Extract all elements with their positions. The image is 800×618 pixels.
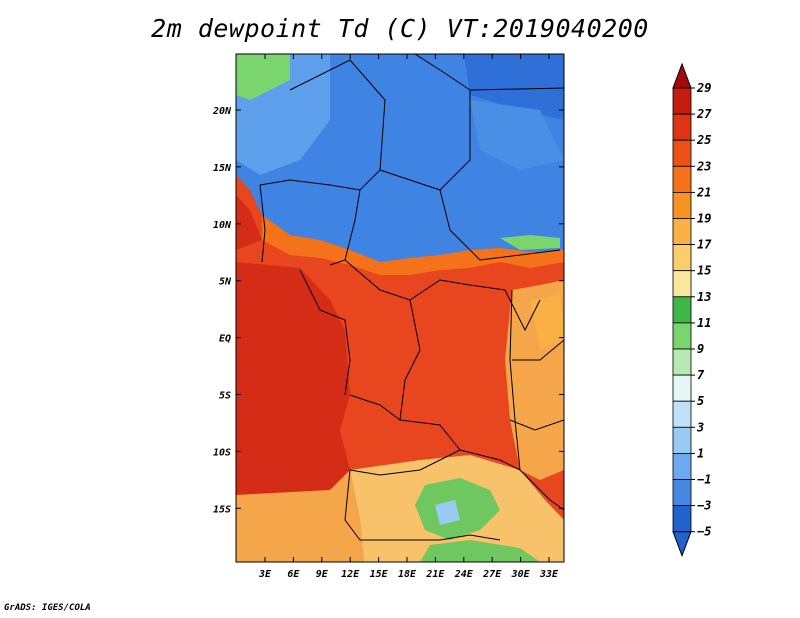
colorbar-swatch bbox=[672, 452, 692, 480]
colorbar-label: 3 bbox=[696, 420, 704, 434]
lat-label: 5S bbox=[219, 391, 231, 402]
colorbar-label: 27 bbox=[696, 107, 712, 121]
colorbar-label: 17 bbox=[697, 238, 712, 252]
colorbar-label: 5 bbox=[697, 394, 704, 408]
lat-label: 15S bbox=[213, 504, 231, 515]
lon-label: 27E bbox=[482, 569, 502, 580]
colorbar-swatch bbox=[672, 139, 692, 167]
lat-label: EQ bbox=[219, 334, 231, 345]
colorbar-swatch bbox=[672, 505, 692, 533]
colorbar-swatch bbox=[672, 322, 692, 350]
colorbar-label: 7 bbox=[697, 368, 705, 382]
very-moist-coastal-zone bbox=[236, 262, 350, 495]
colorbar-label: 9 bbox=[697, 342, 704, 356]
colorbar-label: −3 bbox=[697, 499, 711, 513]
lat-label: 5N bbox=[219, 277, 232, 288]
colorbar-label: 21 bbox=[696, 185, 711, 199]
south-green-zone bbox=[415, 478, 500, 540]
colorbar-top-arrow bbox=[672, 62, 692, 89]
colorbar-bottom-arrow bbox=[672, 531, 692, 558]
longitude-axis: 3E 6E 9E 12E 15E 18E 21E 24E 27E 30E 33E bbox=[258, 54, 559, 580]
lon-label: 9E bbox=[316, 569, 329, 580]
lon-label: 24E bbox=[454, 569, 474, 580]
colorbar-label: 11 bbox=[697, 316, 711, 330]
colorbar-swatch bbox=[672, 400, 692, 428]
colorbar-swatch bbox=[672, 374, 692, 402]
lon-label: 3E bbox=[258, 569, 272, 580]
colorbar-swatch bbox=[672, 479, 692, 507]
colorbar-label: 23 bbox=[696, 159, 711, 173]
colorbar-label: 25 bbox=[696, 133, 711, 147]
colorbar-swatch bbox=[672, 191, 692, 219]
colorbar-swatch bbox=[672, 296, 692, 324]
colorbar-label: 1 bbox=[697, 446, 704, 460]
country-borders bbox=[259, 54, 564, 541]
map-frame bbox=[235, 53, 565, 563]
colorbar-label: 19 bbox=[697, 212, 711, 226]
colorbar-label: −1 bbox=[697, 473, 711, 487]
colorbar-swatch bbox=[672, 426, 692, 454]
colorbar-label: 29 bbox=[696, 81, 711, 95]
lon-label: 33E bbox=[539, 569, 559, 580]
colorbar-label: 13 bbox=[697, 290, 711, 304]
lon-label: 18E bbox=[398, 569, 417, 580]
lon-label: 6E bbox=[287, 569, 300, 580]
lat-label: 15N bbox=[213, 163, 232, 174]
very-moist-coastal-zone bbox=[236, 195, 262, 250]
lat-label: 20N bbox=[212, 106, 232, 117]
latitude-axis: 20N 15N 10N 5N EQ 5S 10S 15S bbox=[212, 106, 564, 515]
colorbar-swatch bbox=[672, 244, 692, 272]
colorbar-swatch bbox=[672, 87, 692, 115]
lat-label: 10N bbox=[213, 220, 232, 231]
lon-label: 12E bbox=[341, 569, 360, 580]
lon-label: 30E bbox=[511, 569, 531, 580]
southern-highlands-zone bbox=[236, 470, 364, 562]
south-green-zone bbox=[420, 540, 540, 562]
colorbar-label: −5 bbox=[697, 525, 711, 539]
colorbar: 29 27 25 23 21 19 17 15 13 11 9 7 5 3 1 −1 −3 −5 bbox=[672, 62, 712, 558]
colorbar-swatch bbox=[672, 165, 692, 193]
lon-label: 15E bbox=[370, 569, 389, 580]
footer-credit: GrADS: IGES/COLA bbox=[4, 603, 91, 613]
colorbar-swatch bbox=[672, 218, 692, 246]
lon-label: 21E bbox=[425, 569, 445, 580]
lat-label: 10S bbox=[213, 447, 231, 458]
chart-title: 2m dewpoint Td (C) VT:2019040200 bbox=[151, 14, 649, 43]
colorbar-swatch bbox=[672, 270, 692, 298]
colorbar-label: 15 bbox=[697, 264, 711, 278]
colorbar-swatch bbox=[672, 113, 692, 141]
dewpoint-field bbox=[236, 54, 564, 562]
colorbar-swatch bbox=[672, 348, 692, 376]
